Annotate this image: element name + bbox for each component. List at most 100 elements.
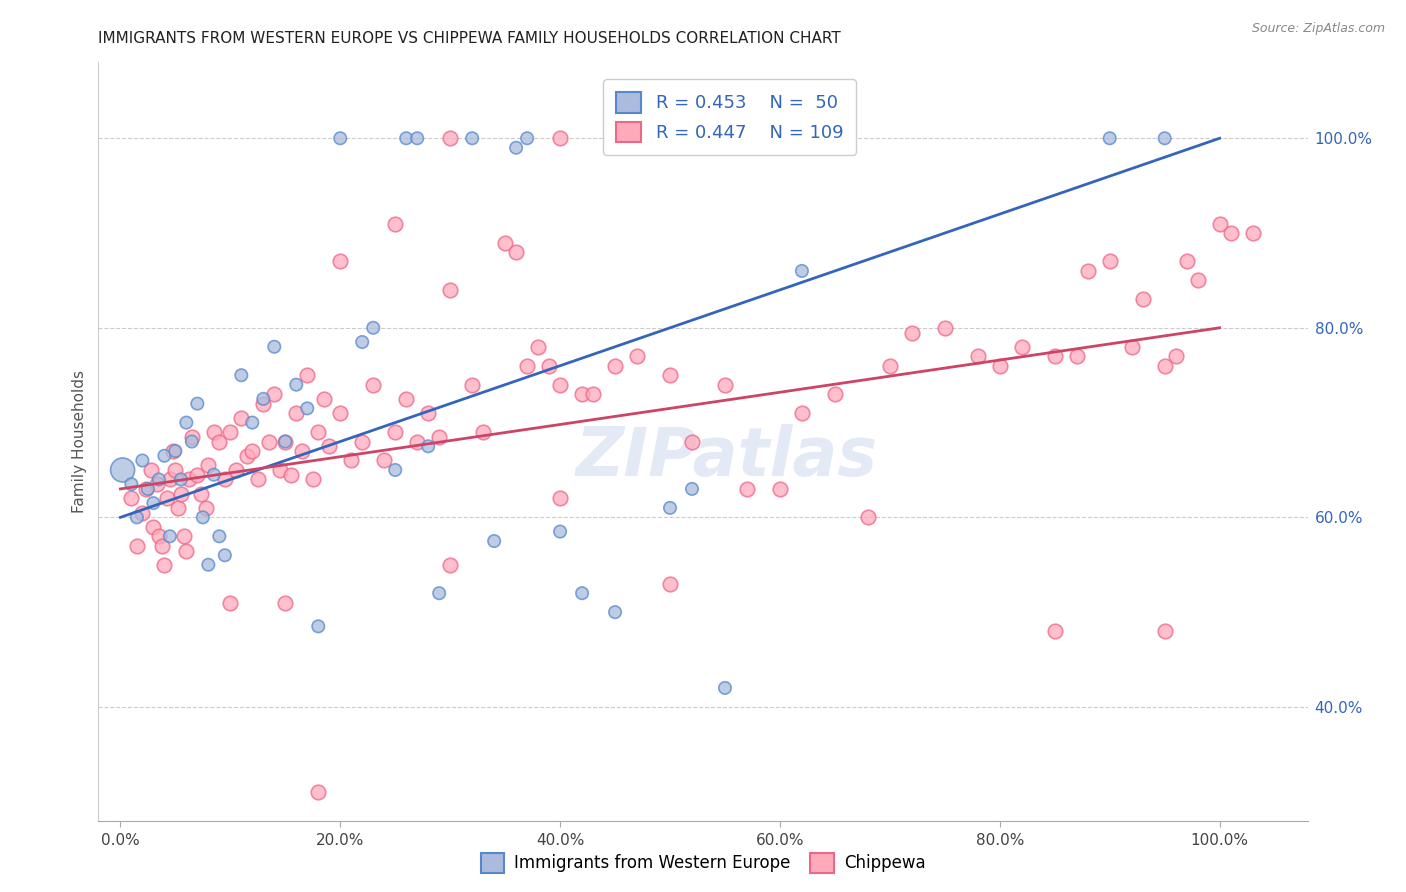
- Point: [714, 377, 737, 392]
- Point: [439, 283, 461, 297]
- Point: [988, 359, 1011, 373]
- Point: [231, 410, 253, 425]
- Point: [1098, 254, 1121, 268]
- Point: [263, 340, 285, 354]
- Point: [274, 596, 297, 610]
- Point: [312, 392, 335, 406]
- Point: [153, 449, 176, 463]
- Point: [176, 416, 198, 430]
- Text: IMMIGRANTS FROM WESTERN EUROPE VS CHIPPEWA FAMILY HOUSEHOLDS CORRELATION CHART: IMMIGRANTS FROM WESTERN EUROPE VS CHIPPE…: [98, 31, 841, 46]
- Point: [197, 558, 219, 572]
- Point: [1011, 340, 1033, 354]
- Point: [214, 473, 236, 487]
- Point: [505, 244, 527, 259]
- Point: [236, 449, 259, 463]
- Point: [274, 434, 297, 449]
- Point: [1153, 624, 1175, 639]
- Point: [548, 131, 571, 145]
- Point: [879, 359, 901, 373]
- Point: [307, 425, 329, 439]
- Point: [538, 359, 561, 373]
- Point: [186, 467, 208, 482]
- Point: [131, 506, 153, 520]
- Point: [769, 482, 792, 496]
- Point: [150, 539, 173, 553]
- Point: [177, 473, 200, 487]
- Point: [190, 486, 212, 500]
- Point: [934, 321, 956, 335]
- Point: [111, 463, 134, 477]
- Point: [1175, 254, 1198, 268]
- Point: [461, 131, 484, 145]
- Point: [208, 529, 231, 543]
- Point: [180, 430, 202, 444]
- Point: [395, 392, 418, 406]
- Point: [384, 463, 406, 477]
- Point: [395, 131, 418, 145]
- Point: [1098, 131, 1121, 145]
- Point: [202, 467, 225, 482]
- Point: [252, 392, 274, 406]
- Y-axis label: Family Households: Family Households: [72, 370, 87, 513]
- Point: [231, 368, 253, 383]
- Point: [180, 434, 202, 449]
- Point: [142, 496, 165, 510]
- Point: [418, 406, 440, 420]
- Point: [824, 387, 846, 401]
- Point: [301, 473, 323, 487]
- Point: [307, 619, 329, 633]
- Point: [240, 416, 263, 430]
- Text: ZIPatlas: ZIPatlas: [576, 424, 879, 490]
- Point: [527, 340, 550, 354]
- Point: [142, 520, 165, 534]
- Point: [427, 430, 450, 444]
- Point: [1132, 293, 1154, 307]
- Point: [291, 444, 314, 458]
- Point: [571, 387, 593, 401]
- Point: [790, 264, 813, 278]
- Point: [257, 434, 280, 449]
- Point: [141, 463, 163, 477]
- Point: [1164, 349, 1187, 363]
- Point: [195, 500, 218, 515]
- Point: [548, 524, 571, 539]
- Point: [427, 586, 450, 600]
- Point: [516, 359, 538, 373]
- Point: [439, 131, 461, 145]
- Point: [162, 444, 184, 458]
- Point: [626, 349, 648, 363]
- Point: [166, 500, 188, 515]
- Point: [214, 548, 236, 563]
- Point: [285, 406, 308, 420]
- Point: [252, 396, 274, 410]
- Point: [1208, 217, 1230, 231]
- Point: [439, 558, 461, 572]
- Point: [505, 141, 527, 155]
- Point: [131, 453, 153, 467]
- Point: [318, 439, 340, 453]
- Point: [1121, 340, 1143, 354]
- Point: [240, 444, 263, 458]
- Point: [966, 349, 988, 363]
- Point: [219, 425, 242, 439]
- Point: [136, 482, 159, 496]
- Point: [824, 131, 846, 145]
- Point: [461, 377, 484, 392]
- Point: [120, 477, 142, 491]
- Point: [384, 217, 406, 231]
- Point: [482, 534, 505, 549]
- Point: [1153, 131, 1175, 145]
- Point: [297, 401, 319, 416]
- Point: [1043, 349, 1066, 363]
- Point: [384, 425, 406, 439]
- Text: Source: ZipAtlas.com: Source: ZipAtlas.com: [1251, 22, 1385, 36]
- Point: [856, 510, 879, 524]
- Point: [1241, 226, 1264, 240]
- Point: [269, 463, 291, 477]
- Point: [165, 444, 187, 458]
- Point: [582, 387, 605, 401]
- Point: [170, 473, 193, 487]
- Point: [659, 500, 682, 515]
- Point: [145, 477, 167, 491]
- Point: [406, 434, 429, 449]
